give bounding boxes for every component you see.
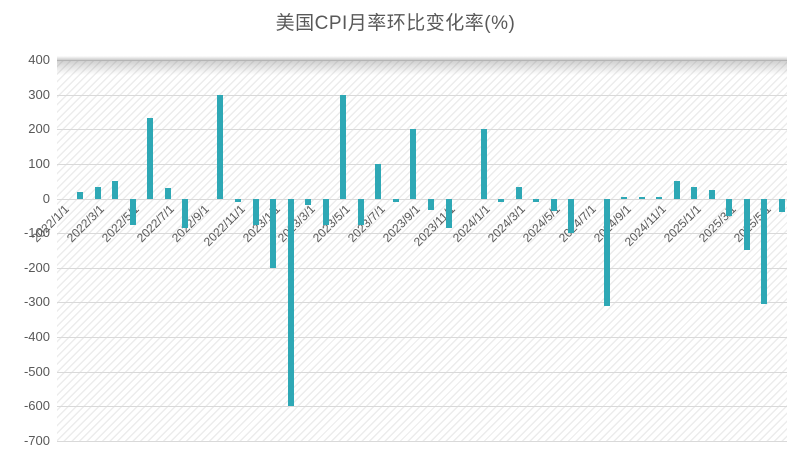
gridline [57, 163, 787, 165]
bar-2025/1 [708, 189, 715, 199]
y-axis-tick-label: -500 [23, 363, 50, 379]
bar-2023/4 [340, 94, 347, 199]
plot-area [57, 56, 787, 442]
gridline [57, 60, 787, 61]
bar-2022/10 [234, 198, 241, 202]
bar-2023/6 [375, 163, 382, 199]
gridline [57, 94, 787, 96]
gridline [57, 198, 787, 200]
gridline [57, 371, 787, 373]
bar-2022/3 [112, 181, 119, 199]
bar-2024/1 [498, 198, 505, 202]
bar-2023/9 [428, 198, 434, 210]
bar-2024/11 [673, 181, 680, 199]
bar-2024/2 [515, 187, 522, 199]
bar-2022/9 [217, 94, 224, 199]
bar-2022/12 [270, 198, 277, 268]
y-axis-tick-label: 0 [42, 190, 50, 206]
bar-2023/12 [480, 129, 487, 199]
bar-2024/7 [603, 198, 610, 306]
bar-2022/4 [129, 198, 136, 225]
bar-2025/3 [743, 198, 750, 251]
y-axis-tick-label: 400 [28, 52, 50, 67]
bar-2024/8 [621, 196, 628, 199]
bar-2022/1 [77, 191, 83, 199]
bar-2023/2 [305, 198, 312, 206]
bar-2024/3 [533, 198, 540, 202]
bar-2022/2 [94, 187, 101, 199]
gridline [57, 233, 787, 235]
bar-2024/10 [656, 196, 663, 199]
gridline [57, 129, 787, 131]
y-axis-tick-label: -100 [23, 225, 50, 241]
bar-2022/5 [147, 117, 154, 199]
bar-2022/7 [182, 198, 189, 228]
bar-2023/7 [392, 198, 399, 202]
bar-2023/8 [410, 129, 417, 199]
bar-2025/2 [726, 198, 733, 216]
bar-2023/10 [445, 198, 452, 228]
gridline [57, 302, 787, 304]
bar-2022/11 [252, 198, 259, 225]
gridline [57, 441, 787, 442]
y-axis-tick-label: -200 [23, 259, 50, 275]
y-axis-tick-label: -300 [23, 294, 50, 310]
y-axis-tick-label: 200 [28, 121, 50, 137]
bar-2024/5 [568, 198, 575, 234]
y-axis-tick-label: 100 [28, 155, 50, 171]
bar-2023/5 [357, 198, 364, 225]
gridline [57, 337, 787, 339]
bar-2024/12 [691, 187, 698, 199]
gridline [57, 406, 787, 408]
bar-2023/1 [287, 198, 294, 407]
y-axis-tick-label: 300 [28, 86, 50, 102]
bar-2024/4 [550, 198, 557, 211]
bar-2025/5 [779, 198, 785, 213]
bar-2022/6 [164, 188, 171, 199]
y-axis-tick-label: -700 [23, 433, 50, 448]
y-axis-tick-label: -400 [23, 329, 50, 345]
chart-title: 美国CPI月率环比变化率(%) [275, 13, 516, 34]
gridline [57, 267, 787, 269]
bar-2025/4 [761, 198, 768, 305]
y-axis-tick-label: -600 [23, 398, 50, 414]
bar-2024/9 [638, 196, 645, 199]
bar-2023/3 [322, 198, 329, 225]
